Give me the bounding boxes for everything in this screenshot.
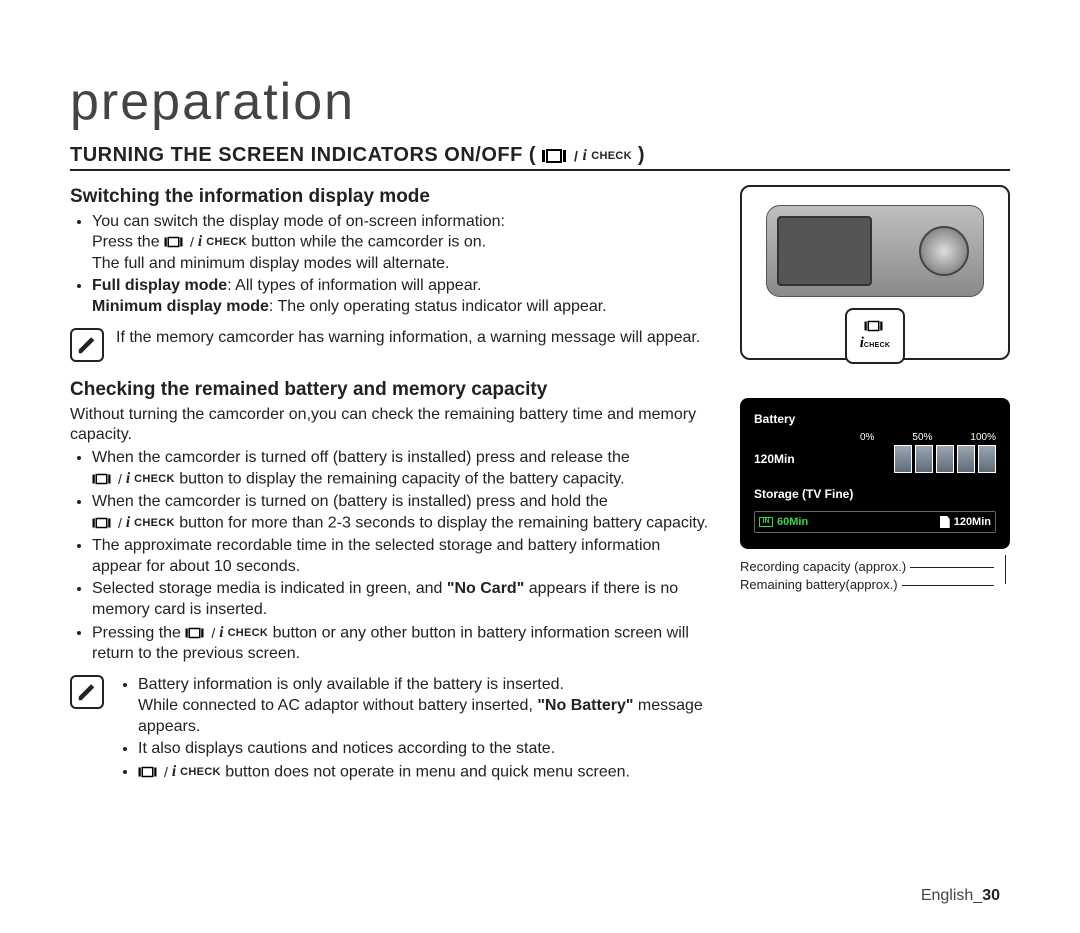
- osd-battery-bars: [811, 445, 996, 473]
- display-check-icon: /iCHECK: [164, 232, 247, 252]
- note-box: If the memory camcorder has warning info…: [70, 328, 710, 362]
- osd-storage-title: Storage (TV Fine): [754, 487, 996, 501]
- list-display-mode: You can switch the display mode of on-sc…: [70, 212, 710, 318]
- manual-page: preparation TURNING THE SCREEN INDICATOR…: [0, 0, 1080, 933]
- annot-battery: Remaining battery(approx.): [740, 577, 898, 592]
- right-column: iCHECK Battery 0% 50% 100% 120Min Stor: [740, 185, 1010, 594]
- note-pencil-icon: [70, 328, 104, 362]
- subheading-battery: Checking the remained battery and memory…: [70, 378, 710, 403]
- note-text: If the memory camcorder has warning info…: [116, 328, 710, 349]
- camcorder-body-icon: [766, 205, 984, 297]
- display-check-icon: /iCHECK: [185, 623, 268, 643]
- check-label: CHECK: [591, 150, 632, 162]
- display-check-icon: /iCHECK: [92, 469, 175, 489]
- osd-battery-row: 120Min: [754, 445, 996, 473]
- display-check-icon: /iCHECK: [138, 762, 221, 782]
- page-title: preparation: [70, 72, 1010, 132]
- left-column: Switching the information display mode Y…: [70, 185, 710, 801]
- list-item: Selected storage media is indicated in g…: [92, 579, 710, 621]
- display-check-icon: /iCHECK: [92, 513, 175, 533]
- list-item: The approximate recordable time in the s…: [92, 536, 710, 578]
- note-box: Battery information is only available if…: [70, 675, 710, 785]
- list-item: You can switch the display mode of on-sc…: [92, 212, 710, 275]
- list-item: When the camcorder is turned on (battery…: [92, 492, 710, 534]
- osd-battery-panel: Battery 0% 50% 100% 120Min Storage (TV F…: [740, 398, 1010, 549]
- display-icon: [542, 148, 570, 164]
- note-list: Battery information is only available if…: [116, 675, 710, 783]
- page-footer: English_30: [921, 887, 1000, 905]
- camcorder-figure: iCHECK: [740, 185, 1010, 360]
- info-i-icon: i: [582, 147, 587, 165]
- section-heading: TURNING THE SCREEN INDICATORS ON/OFF ( /…: [70, 144, 1010, 171]
- annotations: Recording capacity (approx.) Remaining b…: [740, 559, 1010, 594]
- list-item: When the camcorder is turned off (batter…: [92, 448, 710, 490]
- list-item: /iCHECK button does not operate in menu …: [138, 762, 710, 783]
- osd-card-storage: 120Min: [940, 516, 991, 528]
- heading-suffix: ): [638, 144, 645, 167]
- list-item: Pressing the /iCHECK button or any other…: [92, 623, 710, 665]
- osd-scale: 0% 50% 100%: [754, 432, 996, 443]
- display-check-icon: / i CHECK: [542, 147, 632, 165]
- heading-prefix: TURNING THE SCREEN INDICATORS ON/OFF (: [70, 144, 536, 167]
- list-item: Full display mode: All types of informat…: [92, 276, 710, 318]
- sd-card-icon: [940, 516, 950, 528]
- osd-battery-time: 120Min: [754, 452, 795, 466]
- list-item: It also displays cautions and notices ac…: [138, 739, 710, 760]
- subheading-display-mode: Switching the information display mode: [70, 185, 710, 210]
- list-item: Battery information is only available if…: [138, 675, 710, 737]
- list-battery: When the camcorder is turned off (batter…: [70, 448, 710, 665]
- annot-recording: Recording capacity (approx.): [740, 559, 906, 574]
- icheck-button-callout: iCHECK: [845, 308, 905, 364]
- osd-battery-title: Battery: [754, 412, 996, 426]
- internal-memory-icon: IN: [759, 517, 773, 527]
- note-pencil-icon: [70, 675, 104, 709]
- osd-internal-storage: IN 60Min: [759, 516, 808, 528]
- osd-storage-row: IN 60Min 120Min: [754, 511, 996, 533]
- intro-text: Without turning the camcorder on,you can…: [70, 405, 710, 447]
